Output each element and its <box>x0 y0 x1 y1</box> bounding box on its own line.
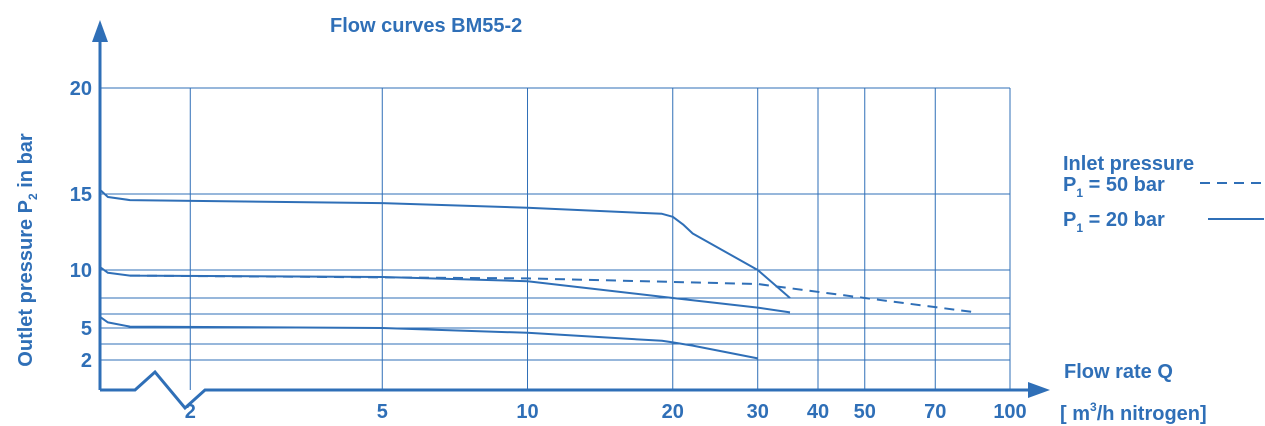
grid-lines <box>100 87 1011 390</box>
series-line-2 <box>129 274 977 314</box>
legend-title: Inlet pressure <box>1063 153 1194 175</box>
legend-entry-50bar: P1 = 50 bar <box>1063 174 1165 200</box>
y-tick-label: 5 <box>81 318 92 340</box>
y-tick-label: 15 <box>70 184 92 206</box>
x-axis-arrow <box>1028 382 1050 398</box>
x-tick-label: 50 <box>854 401 876 423</box>
y-tick-label: 10 <box>70 260 92 282</box>
y-axis-label: Outlet pressure P2 in bar <box>15 133 40 367</box>
y-tick-label: 2 <box>81 350 92 372</box>
x-tick-label: 20 <box>662 401 684 423</box>
x-axis-label-line2: [ m3/h nitrogen] <box>1060 400 1207 425</box>
tick-labels: 2 5 10 20 30 40 50 70 100 2 5 10 15 20 <box>70 78 1027 423</box>
legend-entry-20bar: P1 = 20 bar <box>1063 209 1165 235</box>
x-tick-label: 30 <box>747 401 769 423</box>
x-axis-line <box>100 369 1030 411</box>
x-tick-label: 2 <box>185 401 196 423</box>
series-line-1 <box>99 266 791 314</box>
series-lines <box>99 189 977 360</box>
series-line-0 <box>99 189 791 299</box>
series-line-3 <box>99 315 758 360</box>
y-axis-arrow <box>92 20 108 42</box>
x-tick-label: 10 <box>516 401 538 423</box>
chart-title: Flow curves BM55-2 <box>330 15 522 37</box>
x-tick-label: 40 <box>807 401 829 423</box>
x-tick-label: 5 <box>377 401 388 423</box>
x-tick-label: 100 <box>993 401 1026 423</box>
axes <box>92 20 1050 411</box>
legend: Inlet pressure P1 = 50 bar P1 = 20 bar <box>1063 153 1264 235</box>
x-axis-label-line1: Flow rate Q <box>1064 361 1173 383</box>
x-tick-label: 70 <box>924 401 946 423</box>
y-tick-label: 20 <box>70 78 92 100</box>
